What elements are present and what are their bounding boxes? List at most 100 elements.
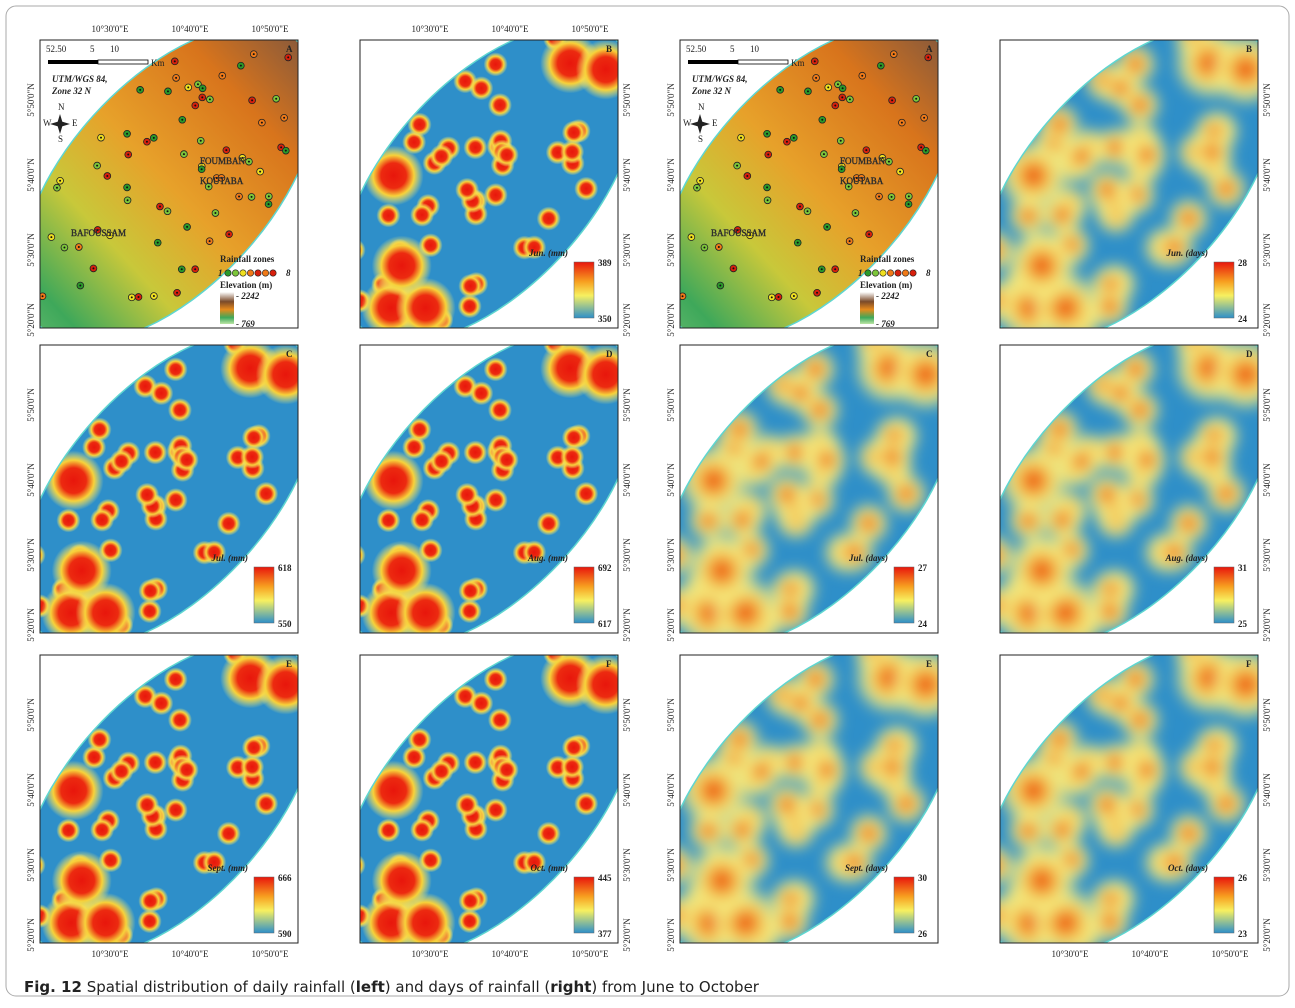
legend-max: 389 — [598, 258, 612, 268]
zones-label: 8 — [286, 268, 291, 278]
rain-blob — [164, 667, 188, 691]
map-panel: FOUMBANKOUTABABAFOUSSAM52.50510KmUTM/WGS… — [0, 0, 373, 395]
scale-label: 5 — [730, 44, 735, 54]
rain-blob — [90, 508, 114, 532]
x-axis-label: 10°50'0"E — [572, 24, 609, 34]
legend-min: 24 — [1238, 314, 1248, 324]
legend-bar — [574, 567, 594, 623]
compass-label: W — [683, 118, 692, 128]
legend-bar — [894, 567, 914, 623]
rain-blob — [217, 822, 241, 846]
scale-label: 10 — [110, 44, 120, 54]
map-panel: CJul. (mm)6185505°50'0"N5°40'0"N5°30'0"N… — [0, 278, 373, 700]
y-axis-label: 5°50'0"N — [26, 83, 36, 117]
rain-blob — [996, 753, 1072, 829]
zone-swatch — [895, 270, 901, 276]
rain-blob — [1004, 533, 1080, 609]
y-axis-label: 5°30'0"N — [26, 848, 36, 882]
legend-min: 617 — [598, 619, 612, 629]
rain-blob — [217, 512, 241, 536]
legend-min: 350 — [598, 314, 612, 324]
y-axis-label: 5°40'0"N — [622, 463, 632, 497]
legend-title: Oct. (days) — [1168, 863, 1208, 873]
y-axis-label: 5°20'0"N — [1262, 918, 1272, 952]
rain-blob — [458, 599, 482, 623]
rain-blob — [484, 183, 508, 207]
rain-blob — [254, 482, 278, 506]
rain-blob — [164, 798, 188, 822]
y-axis-label: 5°40'0"N — [622, 773, 632, 807]
rain-blob — [805, 748, 849, 792]
rain-blob — [488, 398, 512, 422]
rain-blob — [376, 203, 400, 227]
rain-blob — [888, 647, 964, 723]
rain-blob — [410, 508, 434, 532]
zone-swatch — [247, 270, 253, 276]
x-axis-label: 10°30'0"E — [1052, 949, 1089, 959]
y-axis-label: 5°40'0"N — [666, 773, 676, 807]
rain-blob — [888, 337, 964, 413]
x-axis-label: 10°50'0"E — [1212, 949, 1249, 959]
scale-bar — [48, 60, 98, 64]
scale-label: 52.50 — [46, 44, 67, 54]
legend-max: 445 — [598, 873, 612, 883]
zones-title: Rainfall zones — [220, 254, 275, 264]
projection: Zone 32 N — [691, 86, 731, 96]
rain-blob — [135, 483, 159, 507]
rain-blob — [429, 449, 453, 473]
x-axis-label: 10°30'0"E — [412, 24, 449, 34]
rain-blob — [240, 445, 264, 469]
panel-letter: F — [606, 659, 612, 669]
rain-blob — [458, 909, 482, 933]
legend-title: Oct. (mm) — [531, 863, 569, 873]
zone-swatch — [910, 270, 916, 276]
rain-blob — [996, 443, 1072, 519]
legend-max: 692 — [598, 563, 612, 573]
zones-label: 8 — [926, 268, 931, 278]
scale-unit: Km — [791, 58, 805, 68]
legend-bar — [1214, 567, 1234, 623]
x-axis-label: 10°40'0"E — [492, 949, 529, 959]
station — [302, 94, 309, 101]
rain-blob — [164, 488, 188, 512]
rain-blob — [488, 708, 512, 732]
rain-blob — [676, 443, 752, 519]
rain-blob — [805, 438, 849, 482]
rain-blob — [44, 761, 104, 821]
y-axis-label: 5°30'0"N — [622, 233, 632, 267]
zone-swatch — [270, 270, 276, 276]
zone-swatch — [865, 270, 871, 276]
scale-label: 10 — [750, 44, 760, 54]
figure: Fig. 12 Spatial distribution of daily ra… — [0, 0, 1295, 1003]
scale-bar — [738, 60, 788, 64]
rain-blob — [408, 113, 432, 137]
rain-blob — [240, 755, 264, 779]
y-axis-label: 5°30'0"N — [622, 848, 632, 882]
y-axis-label: 5°20'0"N — [622, 608, 632, 642]
rain-blob — [410, 203, 434, 227]
rain-blob — [1125, 133, 1169, 177]
rain-blob — [1085, 783, 1129, 827]
map-panel: CJul. (days)27245°50'0"N5°40'0"N5°30'0"N… — [605, 278, 1014, 700]
rain-blob — [484, 798, 508, 822]
caption-text: left — [356, 978, 385, 996]
rain-blob — [372, 541, 432, 601]
legend-min: 25 — [1238, 619, 1248, 629]
station — [298, 116, 305, 123]
y-axis-label: 5°50'0"N — [622, 83, 632, 117]
compass-label: S — [698, 134, 703, 144]
rain-blob — [684, 533, 760, 609]
station — [942, 94, 949, 101]
rain-blob — [488, 93, 512, 117]
compass — [50, 114, 70, 134]
rain-blob — [847, 812, 891, 856]
y-axis-label: 5°20'0"N — [1262, 608, 1272, 642]
x-axis-label: 10°40'0"E — [172, 949, 209, 959]
legend-bar — [574, 262, 594, 318]
y-axis-label: 5°20'0"N — [622, 303, 632, 337]
y-axis-label: 5°20'0"N — [666, 918, 676, 952]
caption: Fig. 12 Spatial distribution of daily ra… — [24, 978, 760, 996]
rain-blob — [455, 483, 479, 507]
rain-blob — [168, 708, 192, 732]
rain-blob — [847, 502, 891, 546]
